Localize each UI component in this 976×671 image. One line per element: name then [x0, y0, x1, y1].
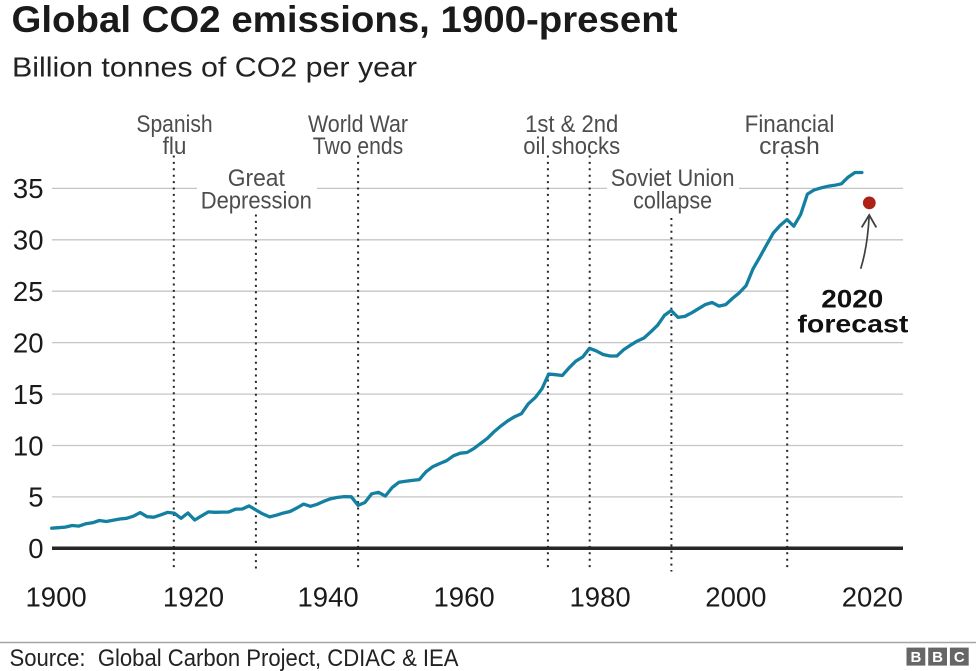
svg-text:Spanish: Spanish — [136, 111, 212, 138]
svg-text:Financial: Financial — [745, 111, 835, 138]
svg-text:1940: 1940 — [298, 582, 359, 613]
svg-text:35: 35 — [13, 173, 44, 204]
svg-text:World War: World War — [308, 111, 408, 138]
svg-text:1920: 1920 — [163, 582, 224, 613]
svg-text:1st & 2nd: 1st & 2nd — [525, 111, 618, 138]
svg-text:flu: flu — [163, 133, 187, 160]
svg-text:B: B — [932, 649, 943, 666]
svg-text:2020: 2020 — [842, 582, 903, 613]
svg-text:B: B — [910, 649, 921, 666]
svg-text:Global CO2 emissions, 1900-pre: Global CO2 emissions, 1900-present — [12, 0, 678, 40]
svg-text:C: C — [954, 649, 965, 666]
svg-text:2000: 2000 — [705, 582, 766, 613]
svg-text:0: 0 — [28, 533, 43, 564]
svg-text:Depression: Depression — [201, 188, 312, 215]
svg-text:15: 15 — [13, 379, 44, 410]
svg-text:1960: 1960 — [434, 582, 495, 613]
svg-text:crash: crash — [759, 133, 820, 160]
svg-text:1980: 1980 — [570, 582, 631, 613]
svg-text:25: 25 — [13, 276, 44, 307]
svg-text:30: 30 — [13, 225, 44, 256]
svg-text:Source: Global Carbon Project: Source: Global Carbon Project, CDIAC & I… — [10, 645, 459, 671]
svg-text:5: 5 — [28, 482, 43, 513]
svg-text:2020: 2020 — [821, 285, 883, 313]
svg-text:1900: 1900 — [26, 582, 87, 613]
svg-text:oil shocks: oil shocks — [523, 133, 620, 160]
svg-text:Great: Great — [228, 165, 286, 192]
svg-text:collapse: collapse — [633, 188, 712, 215]
svg-text:10: 10 — [13, 430, 44, 461]
svg-text:20: 20 — [13, 327, 44, 358]
svg-text:Billion tonnes of CO2 per year: Billion tonnes of CO2 per year — [12, 52, 417, 83]
svg-text:Soviet Union: Soviet Union — [611, 165, 735, 192]
svg-text:forecast: forecast — [797, 311, 909, 339]
